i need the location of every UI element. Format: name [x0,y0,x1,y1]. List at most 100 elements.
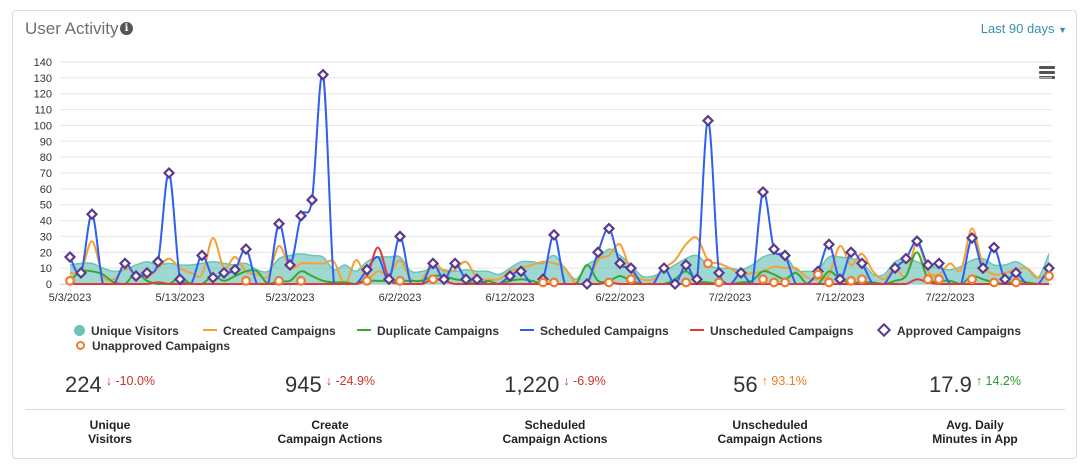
approved-campaigns-point[interactable] [679,258,693,272]
unapproved-campaigns-point[interactable] [934,274,944,285]
approved-campaigns-point[interactable] [899,252,913,265]
unapproved-campaigns-point[interactable] [1011,277,1021,288]
approved-campaigns-point[interactable] [162,166,176,180]
approved-campaigns-point[interactable] [63,250,77,264]
approved-campaigns-point[interactable] [976,262,990,275]
approved-campaigns-point[interactable] [151,255,165,268]
approved-campaigns-point[interactable] [822,238,836,251]
approved-campaigns-point[interactable] [833,273,847,286]
approved-campaigns-point[interactable] [74,266,88,279]
approved-campaigns-point[interactable] [294,209,308,222]
approved-campaigns-point[interactable] [393,230,407,243]
approved-campaigns-point[interactable] [283,258,297,272]
approved-campaigns-point[interactable] [272,217,286,230]
approved-campaigns-point[interactable] [140,266,154,279]
approved-campaigns-point[interactable] [85,208,99,221]
unapproved-campaigns-point[interactable] [296,275,306,286]
unapproved-campaigns-point[interactable] [813,269,823,280]
approved-campaigns-point[interactable] [173,273,187,286]
unapproved-campaigns-point[interactable] [65,275,75,286]
approved-campaigns-point[interactable] [316,68,330,81]
approved-campaigns-point[interactable] [360,263,374,276]
unapproved-campaigns-point[interactable] [923,274,933,285]
approved-campaigns-point[interactable] [932,257,946,270]
approved-campaigns-point[interactable] [129,270,143,283]
approved-campaigns-point[interactable] [1009,266,1023,279]
approved-campaigns-point[interactable] [778,249,792,262]
approved-campaigns-point[interactable] [305,193,319,207]
legend-item-unscheduled-campaigns[interactable]: Unscheduled Campaigns [690,324,853,338]
approved-campaigns-point[interactable] [514,265,528,278]
approved-campaigns-point[interactable] [602,222,616,235]
unapproved-campaigns-point[interactable] [714,277,724,288]
approved-campaigns-point[interactable] [613,257,627,270]
legend-item-unapproved-campaigns[interactable]: Unapproved Campaigns [74,339,230,353]
approved-campaigns-point[interactable] [118,257,132,270]
legend-item-unique-visitors[interactable]: Unique Visitors [74,324,179,338]
approved-campaigns-point[interactable] [668,277,682,291]
unapproved-campaigns-point[interactable] [362,275,372,286]
card-title: User Activity [25,19,119,38]
approved-campaigns-point[interactable] [580,277,594,291]
approved-campaigns-point[interactable] [756,185,770,199]
unapproved-campaigns-point[interactable] [604,277,614,288]
approved-campaigns-point[interactable] [448,257,462,270]
unapproved-campaigns-point[interactable] [681,277,691,288]
approved-campaigns-point[interactable] [767,243,781,256]
unapproved-campaigns-point[interactable] [989,277,999,288]
unapproved-campaigns-point[interactable] [846,275,856,286]
unapproved-campaigns-point[interactable] [769,277,779,288]
unapproved-campaigns-point[interactable] [780,277,790,288]
approved-campaigns-point[interactable] [217,266,231,279]
approved-campaigns-point[interactable] [239,243,253,256]
unapproved-campaigns-point[interactable] [1044,271,1054,281]
approved-campaigns-point[interactable] [844,246,858,259]
legend-item-created-campaigns[interactable]: Created Campaigns [203,324,336,338]
unapproved-campaigns-point[interactable] [824,277,834,288]
date-range-dropdown[interactable]: Last 90 days ▼ [981,21,1067,36]
approved-campaigns-point[interactable] [470,273,484,286]
approved-campaigns-point[interactable] [657,262,671,275]
approved-campaigns-point[interactable] [426,257,440,270]
unapproved-campaigns-point[interactable] [857,274,867,285]
unapproved-campaigns-point[interactable] [626,274,636,285]
approved-campaigns-point[interactable] [998,273,1012,286]
trend-arrow-icon: ↓ [105,374,112,388]
unapproved-campaigns-point[interactable] [241,275,251,286]
unapproved-campaigns-point[interactable] [549,277,559,288]
approved-campaigns-point[interactable] [195,249,209,262]
legend-item-duplicate-campaigns[interactable]: Duplicate Campaigns [357,324,499,338]
approved-campaigns-point[interactable] [910,235,924,248]
unapproved-campaigns-point[interactable] [274,275,284,286]
unapproved-campaigns-point[interactable] [428,274,438,285]
approved-campaigns-point[interactable] [459,273,473,286]
approved-campaigns-point[interactable] [624,262,638,275]
approved-campaigns-point[interactable] [888,262,902,275]
unapproved-campaigns-point[interactable] [967,274,977,285]
approved-campaigns-point[interactable] [690,273,704,286]
approved-campaigns-point[interactable] [228,263,242,276]
info-circle-icon[interactable]: i [120,22,133,35]
legend-item-scheduled-campaigns[interactable]: Scheduled Campaigns [520,324,669,338]
approved-campaigns-point[interactable] [503,270,517,283]
approved-campaigns-point[interactable] [547,228,561,241]
approved-campaigns-point[interactable] [701,114,715,127]
unapproved-campaigns-point[interactable] [395,275,405,286]
unapproved-campaigns-point[interactable] [758,274,768,285]
approved-campaigns-point[interactable] [591,246,605,259]
unapproved-campaigns-point[interactable] [703,258,713,269]
unapproved-campaigns-point[interactable] [538,277,548,288]
hamburger-menu-icon[interactable] [1039,66,1055,79]
approved-campaigns-point[interactable] [734,266,748,279]
stat-change-value: -6.9% [573,374,606,388]
approved-campaigns-point[interactable] [382,273,396,286]
approved-campaigns-point[interactable] [987,241,1001,254]
approved-campaigns-point[interactable] [437,273,451,286]
approved-campaigns-point[interactable] [965,231,979,245]
approved-campaigns-point[interactable] [921,258,935,272]
approved-campaigns-point[interactable] [712,266,726,279]
stat-label-line1: Avg. Daily [946,418,1004,432]
approved-campaigns-point[interactable] [855,257,869,270]
approved-campaigns-point[interactable] [206,271,220,284]
legend-item-approved-campaigns[interactable]: Approved Campaigns [876,322,1021,338]
